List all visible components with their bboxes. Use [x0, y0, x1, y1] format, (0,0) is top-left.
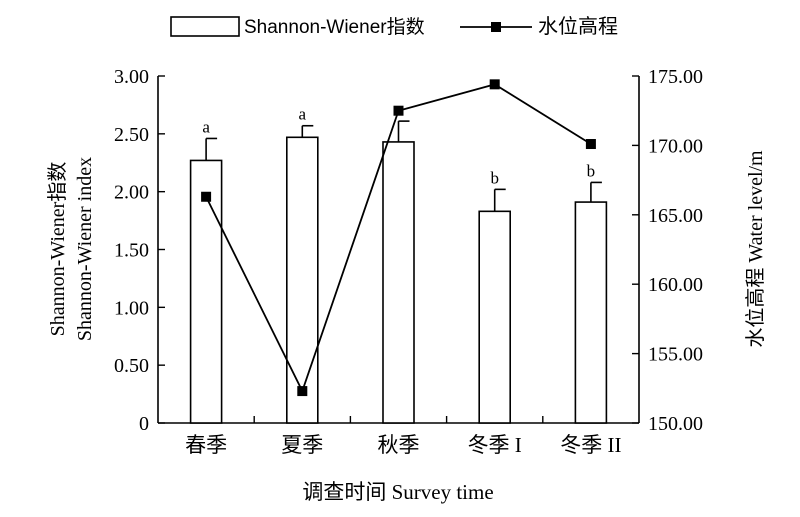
- legend-line-label: 水位高程: [538, 15, 618, 38]
- left-tick-label: 2.00: [114, 182, 149, 204]
- bar: [478, 210, 512, 424]
- bar: [382, 141, 415, 424]
- left-ticks: 0 0.50 1.00 1.50 2.00 2.50 3.00: [114, 66, 165, 435]
- x-tick-label: 春季: [185, 433, 227, 457]
- bar: [285, 136, 319, 424]
- right-axis-title: 水位高程 Water level/m: [744, 150, 767, 348]
- x-tick-label: 秋季: [378, 433, 420, 457]
- significance-label: a: [202, 117, 210, 136]
- water-level-point: [393, 105, 404, 116]
- x-tick-label: 夏季: [281, 433, 323, 457]
- left-axis-title-line1: Shannon-Wiener指数: [46, 162, 69, 337]
- right-tick-label: 155.00: [648, 344, 703, 366]
- water-level-series: [201, 79, 596, 397]
- water-level-point: [489, 79, 500, 90]
- bar: [189, 159, 223, 424]
- left-tick-label: 1.50: [114, 240, 149, 262]
- bar: [574, 201, 608, 424]
- left-tick-label: 3.00: [114, 66, 149, 88]
- left-axis-title-line2: Shannon-Wiener index: [74, 157, 96, 341]
- right-tick-label: 160.00: [648, 274, 703, 296]
- legend-bar-label: Shannon-Wiener指数: [244, 16, 425, 38]
- right-tick-label: 175.00: [648, 66, 703, 88]
- significance-label: b: [490, 168, 499, 187]
- x-tick-label: 冬季 I: [468, 433, 522, 457]
- water-level-point: [585, 139, 596, 150]
- x-ticks: 春季 夏季 秋季 冬季 I 冬季 II: [185, 416, 622, 457]
- x-tick-label: 冬季 II: [560, 433, 621, 457]
- left-tick-label: 0: [139, 413, 149, 435]
- left-tick-label: 1.00: [114, 297, 149, 319]
- x-axis-title: 调查时间 Survey time: [302, 480, 493, 504]
- right-tick-label: 170.00: [648, 135, 703, 157]
- water-level-point: [297, 386, 308, 397]
- bars: [189, 136, 608, 424]
- legend-bar-swatch: [170, 16, 240, 37]
- right-tick-label: 150.00: [648, 413, 703, 435]
- left-tick-label: 2.50: [114, 124, 149, 146]
- left-tick-label: 0.50: [114, 355, 149, 377]
- legend: Shannon-Wiener指数 水位高程: [170, 15, 618, 38]
- significance-label: a: [299, 105, 307, 124]
- error-bars: [205, 120, 602, 212]
- right-ticks: 150.00 155.00 160.00 165.00 170.00 175.00: [632, 66, 703, 435]
- water-level-point: [201, 191, 212, 202]
- right-tick-label: 165.00: [648, 205, 703, 227]
- legend-line-marker: [491, 22, 501, 32]
- significance-label: b: [587, 161, 596, 180]
